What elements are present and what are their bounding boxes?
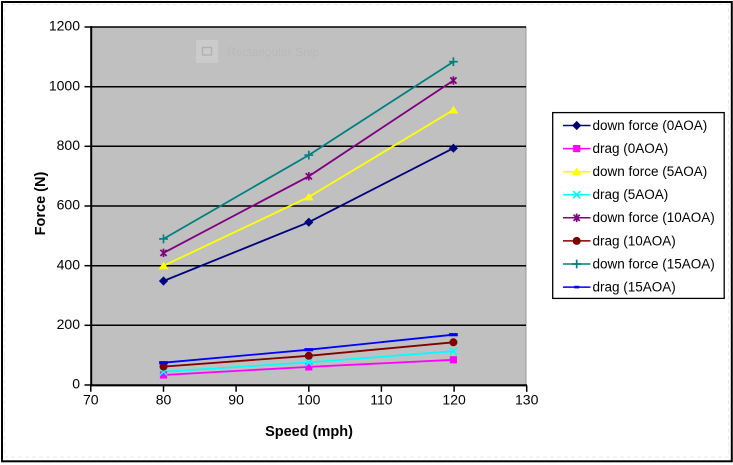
svg-text:100: 100	[297, 392, 321, 408]
svg-text:down force (15AOA): down force (15AOA)	[593, 256, 715, 271]
svg-text:800: 800	[57, 137, 81, 153]
svg-text:Rectangular Snip: Rectangular Snip	[227, 45, 319, 59]
svg-text:200: 200	[57, 316, 81, 332]
svg-text:1200: 1200	[49, 18, 80, 34]
svg-text:down force (5AOA): down force (5AOA)	[593, 164, 708, 179]
svg-text:Speed (mph): Speed (mph)	[265, 424, 353, 440]
svg-text:90: 90	[228, 392, 244, 408]
svg-text:Force (N): Force (N)	[33, 172, 49, 236]
svg-text:down force (10AOA): down force (10AOA)	[593, 210, 715, 225]
svg-text:70: 70	[83, 392, 99, 408]
svg-text:0: 0	[72, 376, 80, 392]
svg-text:80: 80	[156, 392, 172, 408]
svg-text:down force (0AOA): down force (0AOA)	[593, 118, 708, 133]
svg-text:drag (0AOA): drag (0AOA)	[593, 141, 669, 156]
svg-text:600: 600	[57, 197, 81, 213]
svg-text:120: 120	[442, 392, 466, 408]
svg-text:130: 130	[515, 392, 539, 408]
svg-text:drag (10AOA): drag (10AOA)	[593, 233, 676, 248]
svg-text:drag (15AOA): drag (15AOA)	[593, 280, 676, 295]
svg-text:drag (5AOA): drag (5AOA)	[593, 187, 669, 202]
svg-text:400: 400	[57, 256, 81, 272]
svg-text:1000: 1000	[49, 77, 80, 93]
svg-text:110: 110	[370, 392, 393, 408]
